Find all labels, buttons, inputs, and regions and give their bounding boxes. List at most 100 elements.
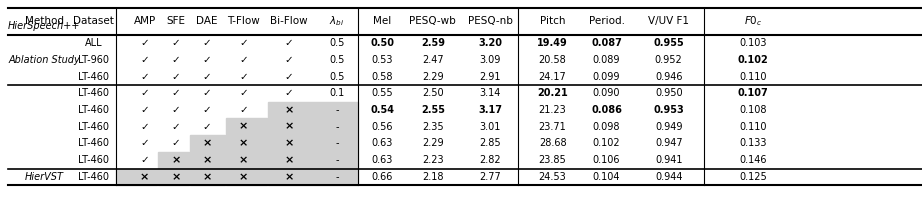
Text: 0.58: 0.58 (372, 71, 394, 82)
Text: 2.91: 2.91 (479, 71, 502, 82)
Text: 2.77: 2.77 (479, 172, 502, 182)
Text: 24.53: 24.53 (538, 172, 566, 182)
Text: 2.35: 2.35 (422, 122, 443, 132)
Text: 2.18: 2.18 (422, 172, 443, 182)
Text: ✓: ✓ (171, 71, 180, 82)
Text: 3.14: 3.14 (479, 88, 501, 98)
Text: Mel: Mel (373, 16, 392, 27)
Text: ALL: ALL (85, 38, 102, 48)
Text: ×: × (171, 172, 181, 182)
Text: SFE: SFE (166, 16, 185, 27)
Text: 0.54: 0.54 (371, 105, 395, 115)
Text: ✓: ✓ (285, 38, 293, 48)
Text: ✓: ✓ (239, 88, 248, 98)
Text: ✓: ✓ (140, 138, 149, 149)
Text: 0.50: 0.50 (371, 38, 395, 48)
Text: 3.20: 3.20 (479, 38, 502, 48)
Text: Dataset: Dataset (73, 16, 114, 27)
Text: Period.: Period. (588, 16, 624, 27)
Text: 0.102: 0.102 (738, 55, 768, 65)
Bar (226, 169, 267, 185)
Text: ✓: ✓ (171, 138, 180, 149)
Text: 0.953: 0.953 (654, 105, 684, 115)
Text: 0.108: 0.108 (739, 105, 766, 115)
Text: 0.090: 0.090 (593, 88, 621, 98)
Bar (226, 152, 267, 169)
Text: 0.102: 0.102 (593, 138, 621, 149)
Text: LT-460: LT-460 (78, 71, 109, 82)
Text: ✓: ✓ (203, 71, 211, 82)
Text: 2.55: 2.55 (420, 105, 444, 115)
Text: ×: × (239, 138, 248, 149)
Text: HierVST: HierVST (25, 172, 64, 182)
Text: ✓: ✓ (140, 155, 149, 165)
Text: 0.53: 0.53 (372, 55, 394, 65)
Text: ×: × (171, 155, 181, 165)
Text: 0.107: 0.107 (738, 88, 768, 98)
Text: 0.1: 0.1 (329, 88, 345, 98)
Bar (268, 118, 358, 135)
Text: ✓: ✓ (239, 105, 248, 115)
Bar (226, 135, 267, 152)
Text: PESQ-wb: PESQ-wb (409, 16, 456, 27)
Text: ✓: ✓ (140, 88, 149, 98)
Bar (190, 169, 225, 185)
Text: 3.09: 3.09 (479, 55, 501, 65)
Text: ✓: ✓ (171, 38, 180, 48)
Text: 0.110: 0.110 (739, 71, 766, 82)
Text: ×: × (239, 155, 248, 165)
Text: ✓: ✓ (239, 38, 248, 48)
Text: 0.941: 0.941 (655, 155, 682, 165)
Text: ×: × (140, 172, 149, 182)
Text: 28.68: 28.68 (538, 138, 566, 149)
Text: PESQ-nb: PESQ-nb (468, 16, 513, 27)
Bar (158, 169, 189, 185)
Text: 0.103: 0.103 (739, 38, 766, 48)
Text: 0.946: 0.946 (655, 71, 682, 82)
Text: 3.17: 3.17 (479, 105, 502, 115)
Text: ×: × (285, 155, 294, 165)
Text: ✓: ✓ (239, 55, 248, 65)
Text: ✓: ✓ (140, 71, 149, 82)
Bar (268, 152, 358, 169)
Text: ✓: ✓ (171, 88, 180, 98)
Text: 20.21: 20.21 (538, 88, 568, 98)
Text: ✓: ✓ (203, 88, 211, 98)
Text: 0.66: 0.66 (372, 172, 393, 182)
Text: 0.125: 0.125 (739, 172, 767, 182)
Text: 0.5: 0.5 (329, 71, 345, 82)
Text: ×: × (285, 172, 294, 182)
Text: ✓: ✓ (203, 105, 211, 115)
Text: ✓: ✓ (203, 38, 211, 48)
Bar (190, 135, 225, 152)
Text: LT-460: LT-460 (78, 172, 109, 182)
Text: 2.29: 2.29 (422, 71, 443, 82)
Bar (226, 118, 267, 135)
Text: 2.50: 2.50 (422, 88, 443, 98)
Text: -: - (335, 138, 338, 149)
Bar (116, 169, 157, 185)
Text: ×: × (202, 138, 212, 149)
Text: 0.106: 0.106 (593, 155, 621, 165)
Text: 2.82: 2.82 (479, 155, 502, 165)
Text: 2.23: 2.23 (422, 155, 443, 165)
Bar (268, 169, 358, 185)
Text: 0.086: 0.086 (591, 105, 622, 115)
Text: LT-460: LT-460 (78, 88, 109, 98)
Text: 0.949: 0.949 (655, 122, 682, 132)
Text: 21.23: 21.23 (538, 105, 566, 115)
Bar (268, 102, 358, 118)
Text: 0.110: 0.110 (739, 122, 766, 132)
Text: ×: × (202, 155, 212, 165)
Text: ×: × (285, 138, 294, 149)
Text: $\lambda_{bi}$: $\lambda_{bi}$ (329, 14, 345, 28)
Bar (158, 152, 189, 169)
Text: 2.47: 2.47 (422, 55, 443, 65)
Text: -: - (335, 172, 338, 182)
Text: 0.63: 0.63 (372, 155, 393, 165)
Text: T-Flow: T-Flow (227, 16, 260, 27)
Text: 0.56: 0.56 (372, 122, 394, 132)
Text: ×: × (285, 122, 294, 132)
Text: ×: × (202, 172, 212, 182)
Text: 20.58: 20.58 (538, 55, 566, 65)
